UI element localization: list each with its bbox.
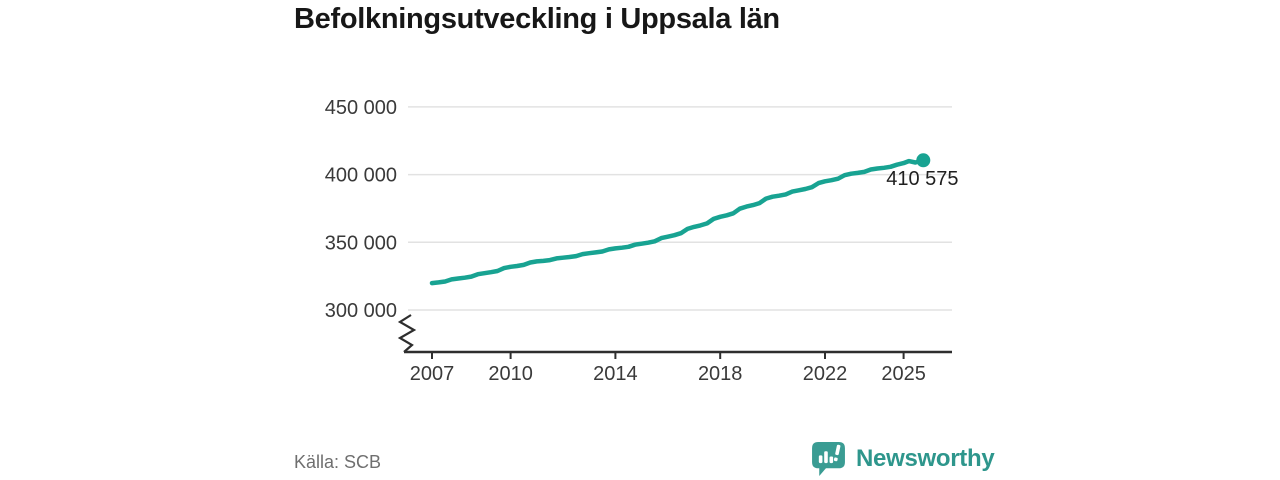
- x-tick-label: 2010: [488, 363, 533, 385]
- brand-lockup: Newsworthy: [810, 440, 995, 477]
- bar-chart-glyph: [818, 444, 841, 464]
- chart-title: Befolkningsutveckling i Uppsala län: [294, 3, 780, 35]
- series-line: [429, 158, 926, 286]
- x-tick-label: 2018: [698, 363, 743, 385]
- series-end-dot: [916, 153, 931, 168]
- x-tick-label: 2007: [410, 363, 455, 385]
- x-tick-label: 2022: [803, 363, 848, 385]
- y-axis-break-icon: [397, 314, 417, 353]
- y-tick-label: 450 000: [325, 97, 397, 119]
- newsworthy-logo-icon: [812, 442, 845, 476]
- y-tick-label: 300 000: [325, 300, 397, 322]
- y-tick-label: 400 000: [325, 165, 397, 187]
- y-tick-label: 350 000: [325, 232, 397, 254]
- brand-name: Newsworthy: [856, 444, 995, 472]
- x-tick-label: 2025: [881, 363, 926, 385]
- end-value-label: 410 575: [886, 168, 959, 191]
- source-caption: Källa: SCB: [294, 452, 382, 472]
- x-tick-label: 2014: [593, 363, 638, 385]
